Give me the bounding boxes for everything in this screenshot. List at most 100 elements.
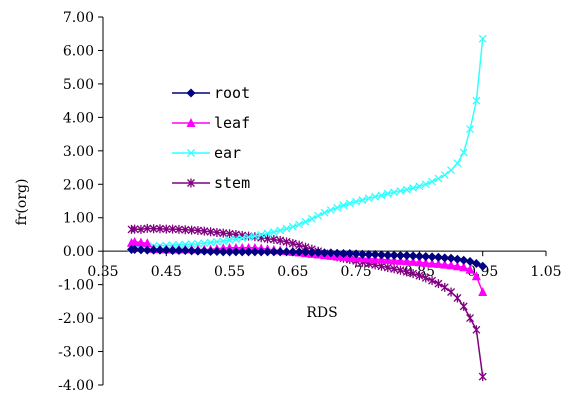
x-tick-label: 0.45 bbox=[151, 264, 182, 280]
series-root bbox=[126, 245, 488, 271]
data-point-root bbox=[408, 251, 418, 261]
data-point-root bbox=[294, 247, 304, 257]
data-point-leaf bbox=[237, 242, 247, 252]
data-point-ear bbox=[244, 233, 253, 242]
data-point-stem bbox=[130, 224, 139, 234]
data-point-ear bbox=[396, 187, 405, 195]
data-point-leaf bbox=[427, 258, 437, 268]
y-tick-label: 0.00 bbox=[63, 244, 94, 260]
x-tick-label: 0.55 bbox=[214, 264, 245, 280]
y-tick-label: -4.00 bbox=[58, 378, 94, 394]
data-point-stem bbox=[244, 231, 253, 241]
data-point-root bbox=[440, 253, 450, 263]
data-point-root bbox=[452, 254, 462, 264]
data-point-root bbox=[231, 247, 241, 257]
legend-marker-leaf bbox=[186, 118, 196, 127]
data-point-ear bbox=[187, 240, 196, 249]
data-point-root bbox=[282, 247, 292, 257]
data-point-root bbox=[180, 246, 190, 256]
data-point-ear bbox=[288, 222, 297, 231]
data-point-ear bbox=[428, 177, 437, 186]
data-point-stem bbox=[466, 313, 475, 323]
data-point-root bbox=[168, 246, 178, 256]
data-point-ear bbox=[219, 237, 228, 246]
data-point-root bbox=[338, 249, 348, 259]
data-point-ear bbox=[434, 174, 443, 183]
legend-marker-ear bbox=[187, 149, 195, 157]
data-point-ear bbox=[472, 96, 481, 105]
data-point-stem bbox=[200, 226, 209, 236]
data-point-root bbox=[307, 248, 317, 258]
data-point-root bbox=[313, 248, 323, 258]
data-point-stem bbox=[219, 228, 228, 238]
data-point-stem bbox=[421, 273, 430, 283]
data-point-ear bbox=[377, 191, 386, 200]
data-point-stem bbox=[282, 237, 291, 247]
data-point-root bbox=[320, 248, 329, 258]
y-tick-label: 6.00 bbox=[63, 43, 94, 59]
y-tick-label: -2.00 bbox=[58, 311, 94, 327]
data-point-root bbox=[130, 245, 140, 255]
data-point-root bbox=[364, 250, 374, 260]
data-point-stem bbox=[415, 271, 424, 281]
data-point-root bbox=[370, 250, 380, 260]
data-point-root bbox=[212, 247, 222, 257]
data-point-root bbox=[161, 245, 171, 255]
data-point-ear bbox=[440, 170, 449, 179]
data-point-stem bbox=[440, 282, 449, 292]
data-point-root bbox=[427, 252, 437, 262]
data-point-leaf bbox=[142, 238, 152, 248]
data-point-stem bbox=[187, 225, 196, 235]
data-point-ear bbox=[320, 208, 329, 217]
data-point-root bbox=[244, 247, 254, 257]
data-point-stem bbox=[383, 263, 392, 273]
data-point-leaf bbox=[402, 256, 412, 266]
data-point-stem bbox=[162, 224, 171, 234]
data-point-ear bbox=[257, 230, 266, 239]
data-point-stem bbox=[288, 238, 297, 248]
data-point-root bbox=[459, 255, 469, 265]
x-axis-title: RDS bbox=[306, 305, 337, 321]
data-point-ear bbox=[371, 192, 380, 201]
data-point-ear bbox=[295, 220, 304, 229]
data-point-ear bbox=[466, 125, 475, 134]
data-point-root bbox=[218, 247, 228, 257]
x-tick-label: 0.65 bbox=[277, 264, 308, 280]
data-point-ear bbox=[459, 148, 468, 157]
legend-label-leaf: leaf bbox=[214, 114, 250, 132]
data-point-stem bbox=[193, 225, 202, 235]
data-point-ear bbox=[478, 34, 487, 43]
data-point-root bbox=[395, 251, 405, 261]
data-point-ear bbox=[301, 217, 310, 226]
data-point-leaf bbox=[433, 258, 443, 268]
data-point-stem bbox=[402, 267, 411, 277]
legend-marker-stem bbox=[187, 178, 195, 188]
data-point-ear bbox=[225, 236, 234, 245]
data-point-root bbox=[288, 247, 298, 257]
data-point-root bbox=[193, 246, 203, 256]
data-point-root bbox=[351, 249, 361, 259]
data-point-ear bbox=[231, 235, 240, 244]
data-point-root bbox=[250, 247, 260, 257]
data-point-stem bbox=[276, 235, 285, 245]
data-point-root bbox=[345, 249, 355, 259]
data-point-ear bbox=[358, 196, 367, 204]
data-point-stem bbox=[143, 223, 152, 233]
data-point-leaf bbox=[465, 264, 475, 274]
data-point-ear bbox=[206, 238, 215, 247]
data-point-ear bbox=[326, 206, 335, 214]
data-point-stem bbox=[181, 225, 190, 235]
data-point-stem bbox=[447, 287, 456, 297]
data-point-stem bbox=[478, 372, 487, 382]
data-point-ear bbox=[200, 239, 209, 248]
data-point-leaf bbox=[452, 261, 462, 271]
data-point-root bbox=[187, 246, 197, 256]
data-point-stem bbox=[434, 279, 443, 289]
series-ear bbox=[127, 34, 487, 252]
data-point-stem bbox=[168, 224, 177, 234]
data-point-leaf bbox=[130, 236, 140, 246]
data-point-root bbox=[446, 253, 456, 263]
y-tick-label: 5.00 bbox=[63, 77, 94, 93]
x-tick-label: 1.05 bbox=[530, 264, 561, 280]
